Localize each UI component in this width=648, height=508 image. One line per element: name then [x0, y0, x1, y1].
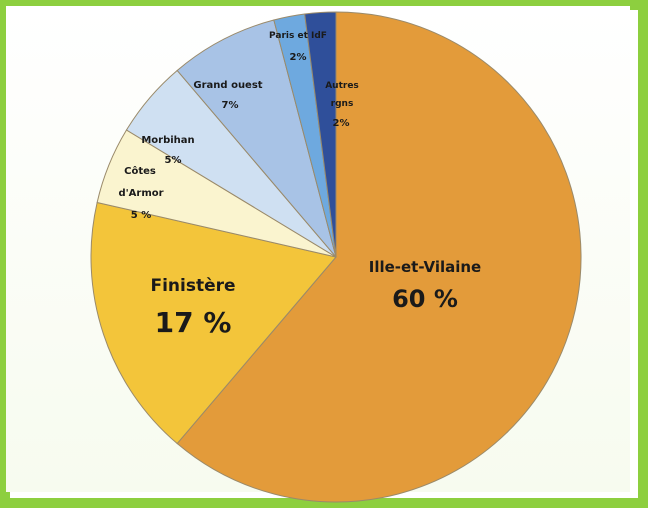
label-finistere-name: Finistère	[150, 276, 235, 296]
label-grandouest-name: Grand ouest	[193, 80, 262, 91]
pie-slice-finist-re	[90, 201, 337, 445]
label-cotes-line2: d'Armor	[118, 188, 163, 199]
label-ille-name: Ille-et-Vilaine	[369, 258, 482, 276]
label-finistere-value: 17 %	[155, 306, 232, 339]
label-autres-line1: Autres	[325, 81, 359, 91]
label-cotes-line1: Côtes	[124, 165, 156, 177]
pie-slice-grand-ouest	[176, 19, 337, 258]
label-grandouest-value: 7%	[222, 100, 239, 111]
label-paris-value: 2%	[290, 52, 307, 63]
label-cotes-value: 5 %	[131, 210, 151, 221]
label-paris-name: Paris et IdF	[269, 31, 327, 41]
label-autres-value: 2%	[333, 118, 350, 129]
pie-slice-ille-et-vilaine	[176, 11, 582, 503]
pie-slice-autres-r-gions	[304, 11, 337, 258]
label-ille-value: 60 %	[392, 285, 458, 313]
label-autres-line2: rgns	[331, 99, 354, 109]
label-morbihan-value: 5%	[165, 155, 182, 166]
label-morbihan-name: Morbihan	[141, 135, 194, 146]
